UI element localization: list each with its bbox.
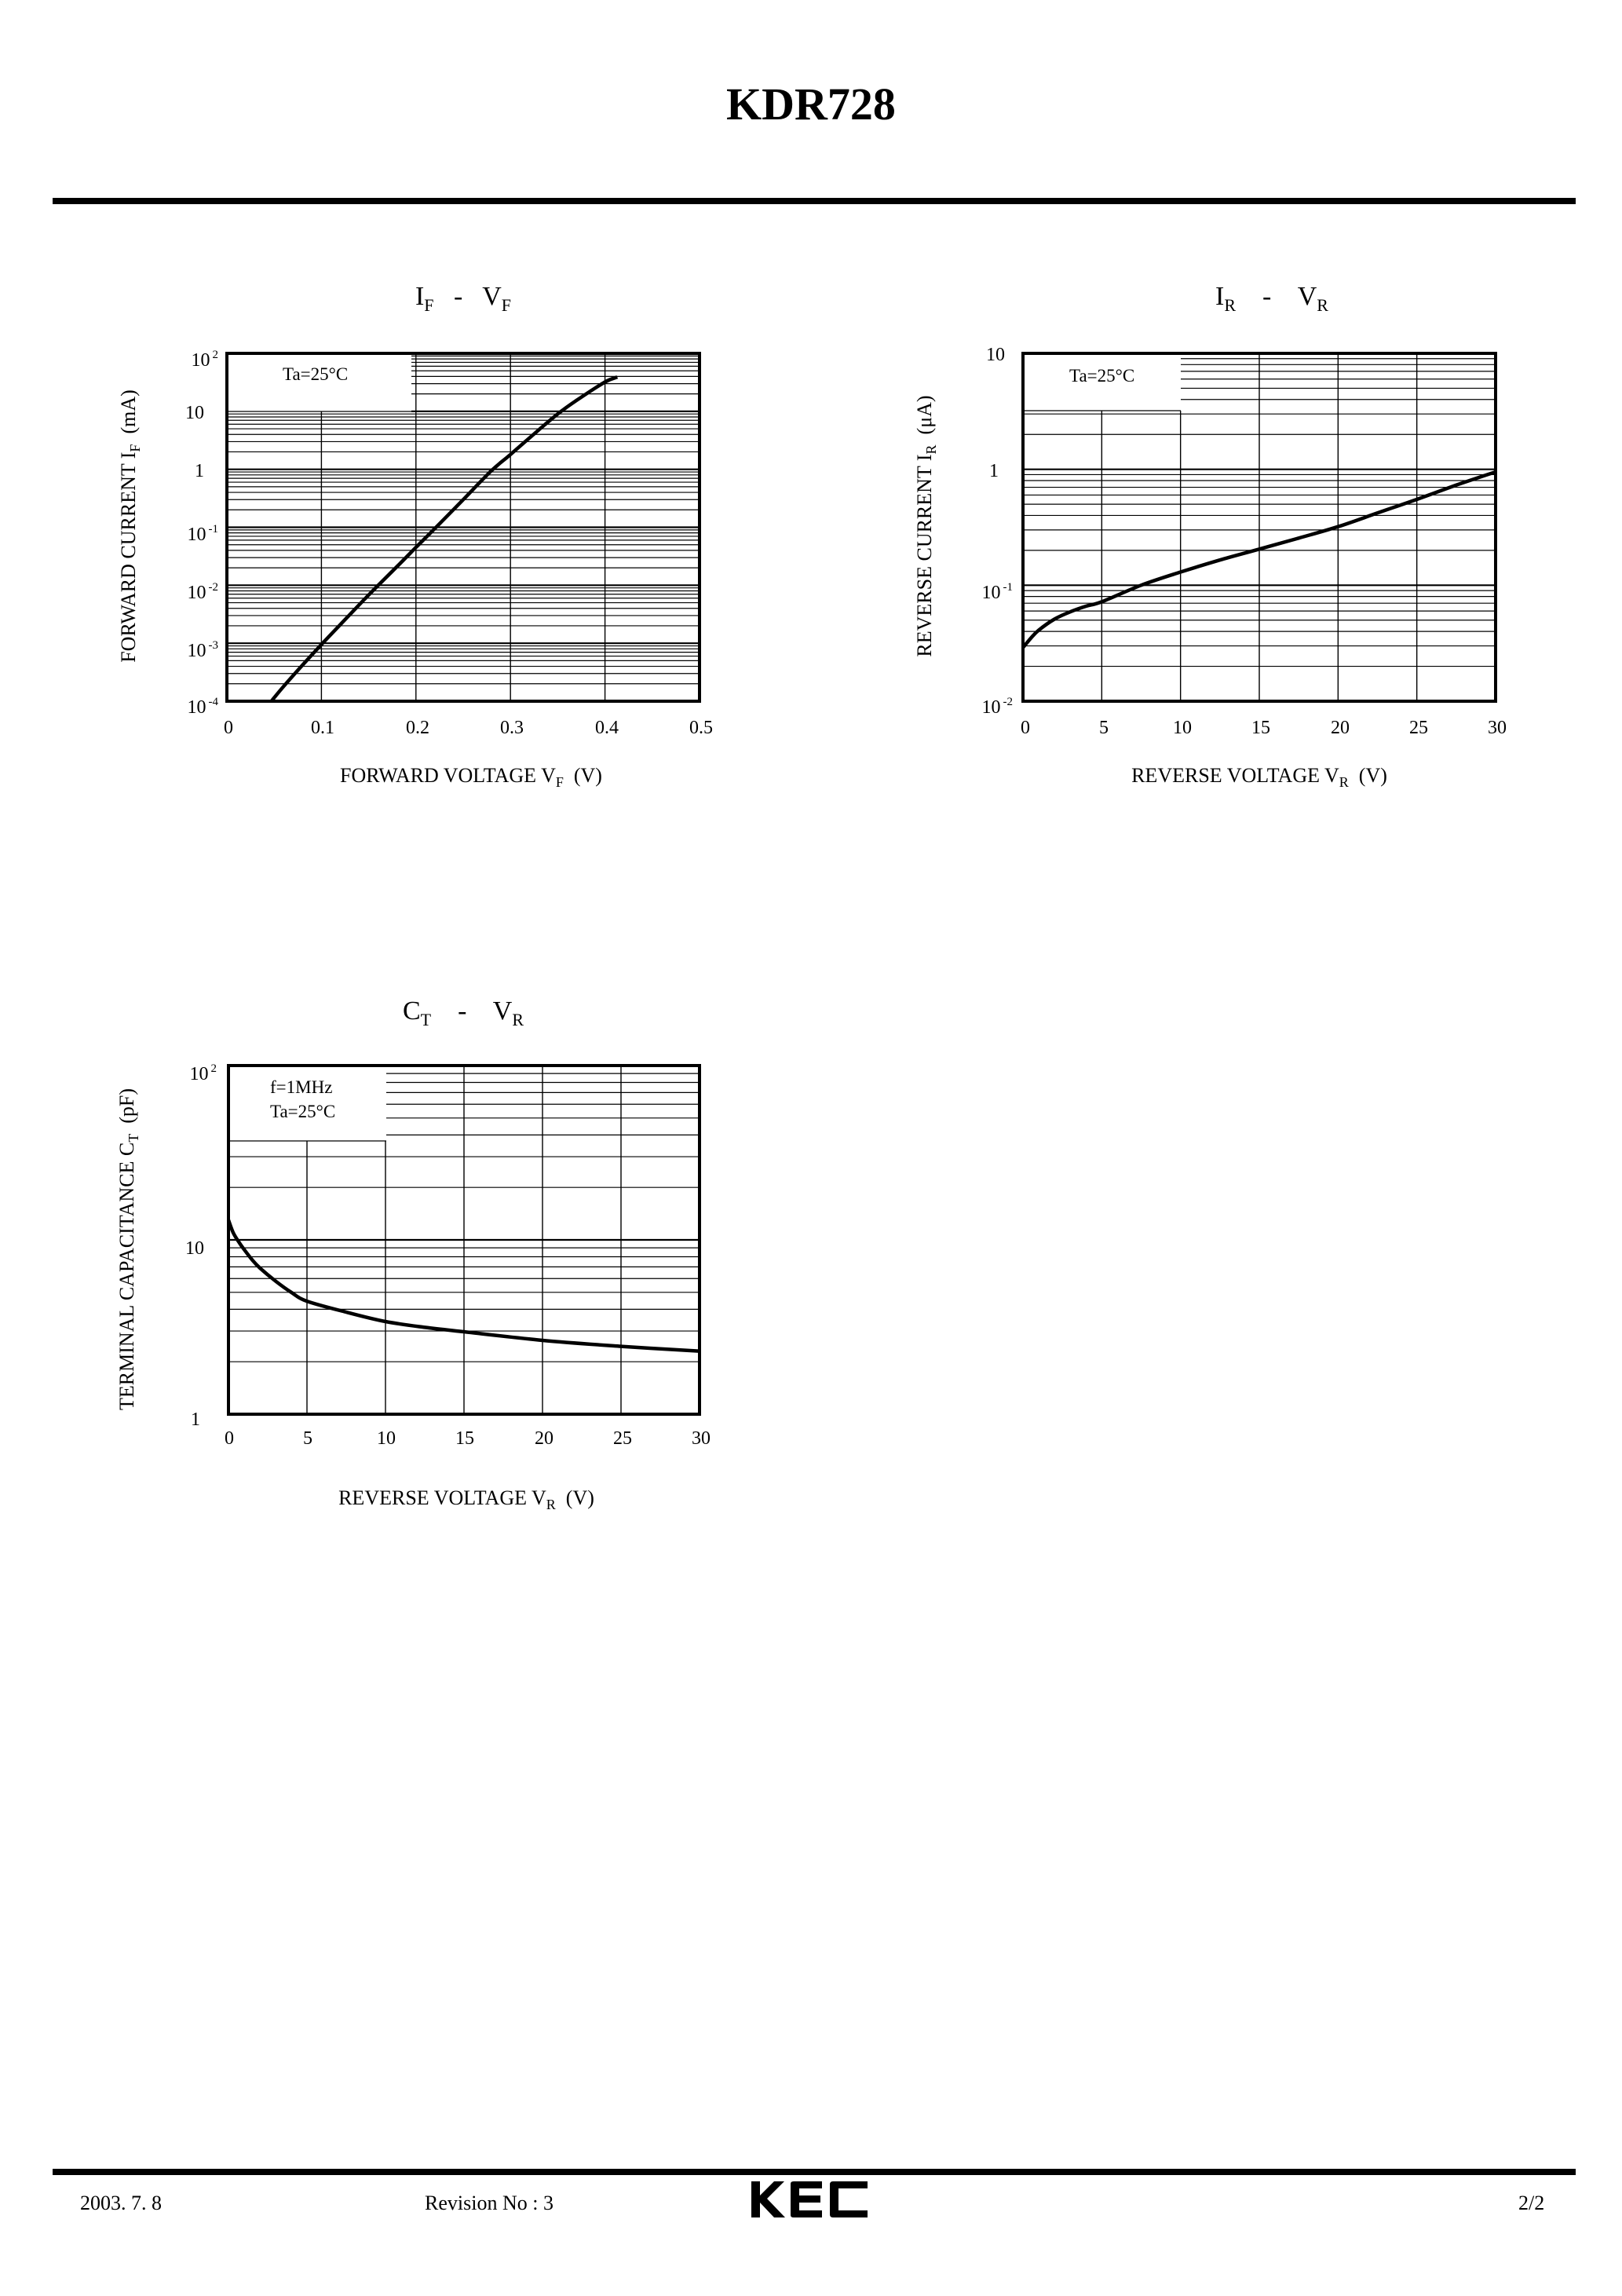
x-axis-title: FORWARD VOLTAGE VF (V) — [340, 764, 602, 790]
y-axis-title: FORWARD CURRENT IF (mA) — [117, 389, 143, 663]
y-tick-label: 10 — [185, 1238, 204, 1259]
x-tick-label: 30 — [1488, 718, 1507, 738]
y-tick-label: 10 -3 — [187, 639, 219, 661]
x-tick-label: 20 — [535, 1428, 553, 1449]
plot-frame — [1021, 352, 1497, 703]
x-tick-label: 10 — [1173, 718, 1192, 738]
chart-title: IR - VR — [1115, 281, 1429, 321]
footer-date: 2003. 7. 8 — [80, 2192, 162, 2214]
y-axis-title: TERMINAL CAPACITANCE CT (pF) — [115, 1088, 141, 1411]
y-tick-label: 10 -1 — [187, 523, 219, 545]
y-tick-label: 10 2 — [191, 349, 219, 371]
x-tick-label: 20 — [1331, 718, 1350, 738]
y-tick-label: 10 — [986, 345, 1005, 365]
grid — [1023, 353, 1496, 701]
data-curve — [1021, 470, 1496, 649]
data-curve — [226, 1219, 700, 1353]
grid — [228, 1066, 700, 1414]
annotation-temperature: Ta=25°C — [1069, 364, 1135, 388]
footer-revision: Revision No : 3 — [425, 2192, 553, 2214]
x-tick-label: 25 — [1409, 718, 1428, 738]
title-symbol: C — [402, 996, 421, 1026]
kec-logo-icon: KEC — [751, 2181, 868, 2217]
title-subscript: R — [1317, 295, 1328, 315]
title-symbol: V — [492, 996, 513, 1026]
plot-area — [1021, 352, 1497, 703]
x-tick-label: 25 — [613, 1428, 632, 1449]
y-tick-label: 10 2 — [189, 1062, 217, 1084]
x-axis-title: REVERSE VOLTAGE VR (V) — [338, 1486, 594, 1512]
x-tick-label: 0.4 — [595, 718, 619, 738]
x-tick-label: 0.2 — [406, 718, 429, 738]
x-tick-label: 15 — [455, 1428, 474, 1449]
plot-area — [226, 1064, 701, 1416]
title-subscript: F — [501, 295, 512, 315]
annotation-temperature: Ta=25°C — [283, 363, 349, 386]
x-tick-label: 0 — [224, 718, 233, 738]
x-tick-label: 0.5 — [689, 718, 713, 738]
document-title: KDR728 — [726, 79, 896, 130]
y-tick-label: 10 -2 — [187, 581, 219, 603]
header-rule — [53, 198, 1576, 204]
x-tick-label: 5 — [1099, 718, 1109, 738]
x-tick-label: 5 — [303, 1428, 312, 1449]
title-dash: - — [1262, 282, 1272, 311]
title-symbol: V — [1297, 282, 1317, 311]
x-tick-label: 15 — [1251, 718, 1270, 738]
title-subscript: F — [424, 295, 434, 315]
y-axis-title: REVERSE CURRENT IR (μA) — [913, 395, 939, 657]
title-subscript: T — [420, 1010, 432, 1029]
title-subscript: R — [1224, 295, 1237, 315]
y-tick-label: 10 -4 — [187, 696, 219, 718]
title-symbol: I — [415, 282, 425, 311]
x-tick-label: 0.1 — [311, 718, 334, 738]
y-tick-label: 10 -2 — [981, 696, 1014, 718]
title-symbol: I — [1215, 282, 1225, 311]
plot-area — [225, 352, 701, 703]
title-symbol: V — [482, 282, 502, 311]
y-tick-label: 10 — [185, 403, 204, 423]
chart-title: IF - VF — [306, 281, 620, 321]
grid — [227, 353, 700, 701]
y-tick-label: 1 — [195, 461, 204, 481]
footer-page-number: 2/2 — [1518, 2192, 1545, 2214]
plot-frame — [225, 352, 701, 703]
x-axis-title: REVERSE VOLTAGE VR (V) — [1131, 764, 1387, 790]
title-dash: - — [454, 282, 463, 311]
y-tick-label: 10 -1 — [981, 581, 1014, 603]
plot-frame — [227, 1064, 701, 1416]
x-tick-label: 0 — [225, 1428, 234, 1449]
chart-title: CT - VR — [306, 996, 620, 1036]
x-tick-label: 0.3 — [500, 718, 524, 738]
x-tick-label: 10 — [377, 1428, 396, 1449]
x-tick-label: 0 — [1021, 718, 1030, 738]
footer-rule — [53, 2169, 1576, 2175]
annotation-frequency: f=1MHz — [270, 1076, 333, 1099]
y-tick-label: 1 — [989, 461, 999, 481]
title-dash: - — [458, 996, 467, 1026]
x-tick-label: 30 — [692, 1428, 711, 1449]
data-curve — [269, 375, 619, 703]
annotation-temperature: Ta=25°C — [270, 1100, 336, 1124]
title-subscript: R — [512, 1010, 524, 1029]
y-tick-label: 1 — [191, 1409, 200, 1430]
